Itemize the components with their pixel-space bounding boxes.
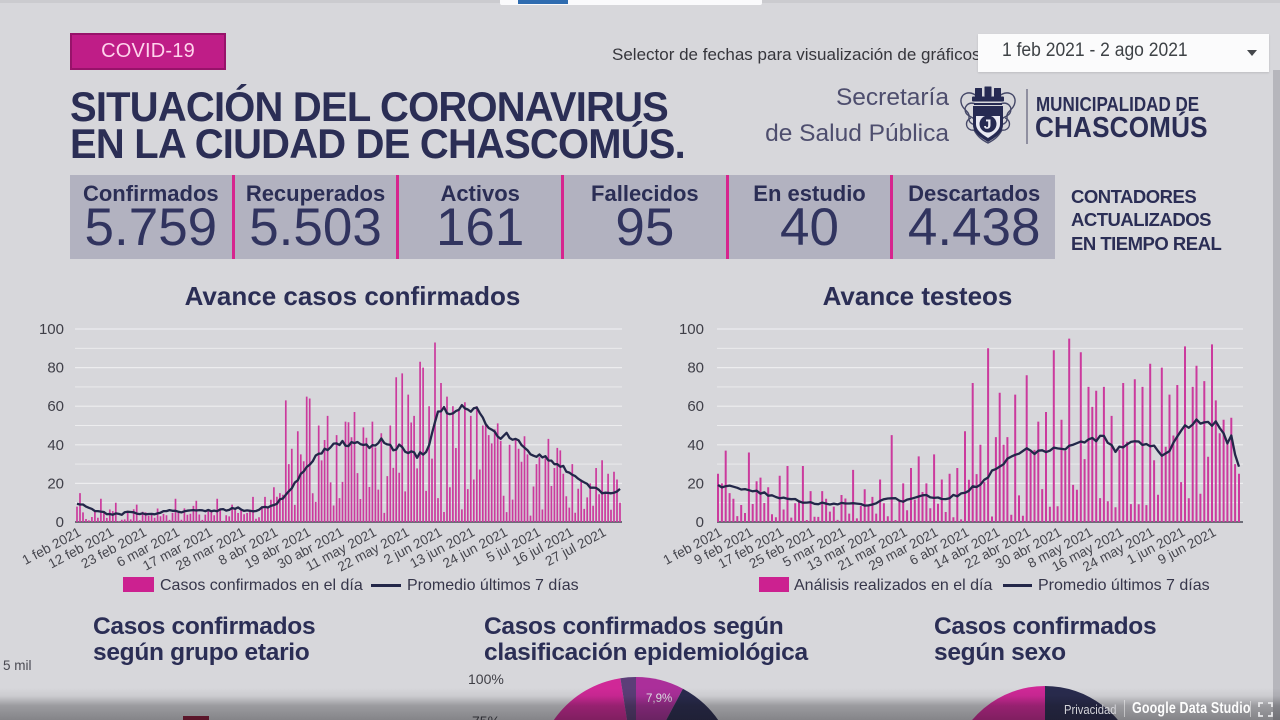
svg-text:20: 20 (47, 475, 64, 492)
svg-text:40: 40 (47, 437, 64, 454)
svg-text:80: 80 (687, 360, 704, 377)
svg-text:0: 0 (56, 514, 64, 531)
svg-text:7,9%: 7,9% (646, 693, 672, 705)
svg-text:0: 0 (696, 514, 704, 531)
svg-text:60: 60 (47, 398, 64, 415)
svg-text:80: 80 (47, 360, 64, 377)
svg-text:100: 100 (679, 321, 704, 338)
svg-text:20: 20 (687, 475, 704, 492)
svg-text:100: 100 (39, 321, 64, 338)
svg-text:40: 40 (687, 437, 704, 454)
svg-text:60: 60 (687, 398, 704, 415)
